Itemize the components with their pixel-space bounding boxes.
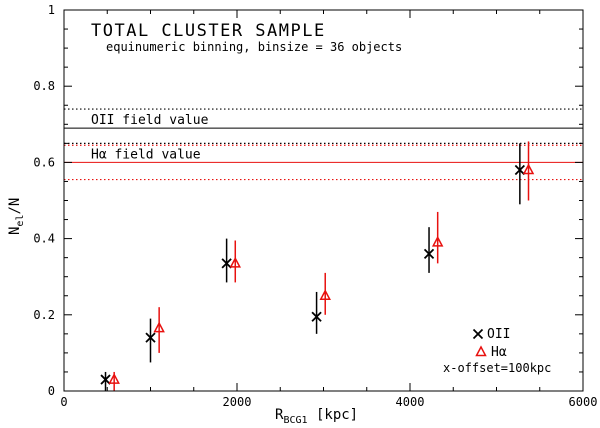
cross-stroke (221, 258, 232, 269)
halpha-field-value-label: Hα field value (91, 147, 201, 162)
y-tick-label: 0.6 (33, 155, 55, 169)
cross-stroke (100, 374, 111, 385)
legend-entry-halpha: Hα (491, 345, 507, 360)
y-axis-label-sub: el (15, 215, 26, 227)
y-tick-label: 0 (48, 384, 55, 398)
cross-stroke (145, 332, 156, 343)
data-point-halpha-3 (319, 289, 331, 300)
data-point-oii-0 (100, 374, 111, 385)
x-tick-label: 0 (60, 395, 67, 409)
data-point-oii-5 (514, 164, 525, 176)
legend-triangle-marker (475, 345, 487, 357)
data-point-halpha-5 (522, 163, 535, 175)
reference-lines (64, 108, 583, 181)
y-tick-label: 0.8 (33, 79, 55, 93)
data-point-oii-3 (311, 311, 322, 322)
data-points (100, 141, 535, 391)
legend-entry-oii: OII (487, 327, 510, 342)
y-axis-label-main: N (7, 227, 23, 235)
x-axis-label-tail: [kpc] (308, 407, 359, 423)
chart-title: TOTAL CLUSTER SAMPLE (91, 21, 326, 41)
x-tick-label: 2000 (223, 395, 252, 409)
legend: OII Hα x-offset=100kpc (443, 327, 551, 375)
legend-note: x-offset=100kpc (443, 361, 551, 375)
axis-ticks: 0 2000 4000 6000 0 0.2 0.4 0.6 0.8 1 (33, 3, 597, 409)
y-tick-label: 0.4 (33, 232, 55, 246)
cross-stroke (423, 248, 435, 259)
x-tick-label: 6000 (569, 395, 598, 409)
y-axis-label-tail: /N (7, 198, 23, 215)
y-axis-label: Nel/N (7, 198, 26, 235)
oii-field-value-label: OII field value (91, 113, 209, 128)
x-axis-label-main: R (275, 407, 284, 423)
data-point-oii-2 (221, 258, 232, 269)
y-tick-label: 1 (48, 3, 55, 17)
chart-subtitle: equinumeric binning, binsize = 36 object… (106, 40, 402, 54)
data-point-halpha-2 (229, 256, 242, 268)
data-point-oii-4 (423, 248, 435, 259)
data-point-halpha-4 (431, 235, 444, 247)
legend-cross-symbol (472, 328, 484, 340)
cross-stroke (472, 328, 484, 340)
legend-cross-marker (472, 328, 484, 340)
data-point-halpha-1 (153, 321, 165, 333)
x-axis-label: RBCG1 [kpc] (275, 407, 358, 426)
data-point-oii-1 (145, 332, 156, 343)
cross-stroke (311, 311, 322, 322)
x-axis-label-sub: BCG1 (283, 415, 307, 426)
cross-stroke (514, 164, 525, 176)
data-point-halpha-0 (108, 372, 120, 384)
y-tick-label: 0.2 (33, 308, 55, 322)
x-tick-label: 4000 (396, 395, 425, 409)
legend-triangle-symbol (475, 345, 487, 357)
